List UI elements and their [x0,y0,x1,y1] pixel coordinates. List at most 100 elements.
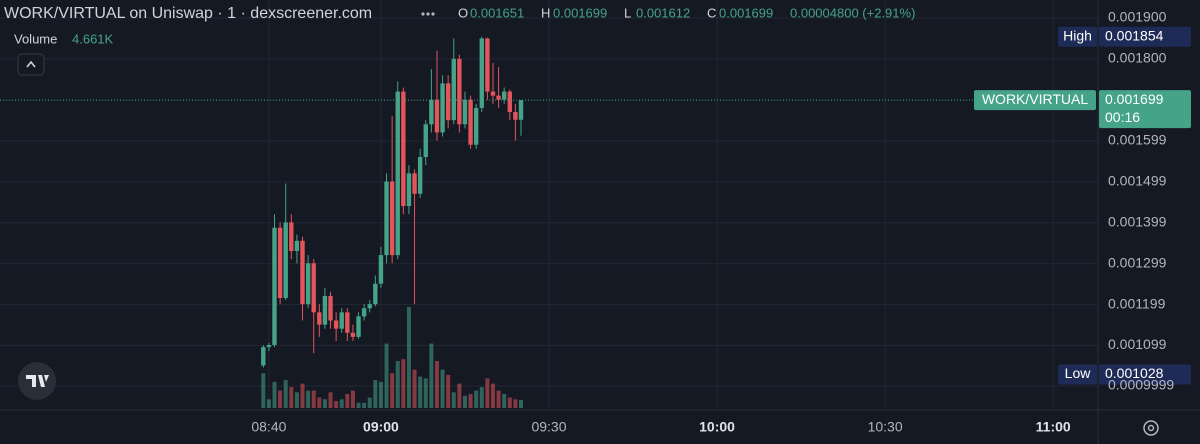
candle-body [328,295,333,321]
volume-bar [462,395,467,408]
candle-body [440,83,445,133]
candle-body [473,107,479,145]
volume-bar [490,383,495,408]
volume-bars [261,306,523,408]
candle-body [395,91,400,256]
candle-body [417,156,423,194]
extreme-name: High [1063,27,1092,43]
volume-bar [300,383,305,408]
candle-body [322,295,328,325]
volume-bar [289,387,294,408]
candle-body [272,227,277,346]
volume-bar [322,399,327,408]
candle-body [283,222,288,299]
ohlc-value: 0.001699 [719,5,773,20]
extreme-name-badge [1058,364,1097,385]
volume-name: Volume [14,31,57,46]
volume-value: 4.661K [72,31,114,46]
change: 0.00004800 (+2.91%) [790,5,915,20]
extreme-name-badge [1058,26,1097,47]
countdown: 00:16 [1105,109,1140,125]
candle-body [305,263,311,305]
collapse-box[interactable] [17,53,45,76]
logo-circle[interactable] [18,362,56,400]
y-tick-label: 0.001399 [1108,214,1167,230]
candle-body [277,227,283,299]
volume-bar [283,380,288,408]
y-tick-label: 0.001800 [1108,50,1167,66]
volume-bar [311,390,316,408]
volume-bar [362,402,367,408]
candle-body [294,240,300,252]
volume-bar [294,392,299,408]
logo[interactable] [18,362,56,400]
volume-bar [423,378,428,408]
ohlc-value: 0.001699 [553,5,607,20]
settings-icon[interactable] [1143,420,1159,436]
chart-title: WORK/VIRTUAL on Uniswap · 1 · dexscreene… [4,5,372,22]
extreme-price-badge [1099,26,1191,47]
volume-bar [440,369,445,408]
candle-body [401,91,406,207]
volume-bar [412,369,417,408]
volume-bar [401,359,406,408]
volume-bar [485,378,490,408]
x-tick-label: 10:00 [699,419,735,435]
x-tick-label: 11:00 [1036,419,1071,435]
candle-body [373,283,378,305]
gear-hub [1147,424,1155,432]
candle-body [412,173,417,194]
logo-mark [26,375,49,387]
volume-bar [367,397,372,408]
gear[interactable] [1143,420,1159,436]
y-tick-label: 0.001599 [1108,132,1167,148]
volume-bar [434,360,439,408]
ohlc-value: 0.001612 [636,5,690,20]
volume-bar [446,374,451,408]
volume-bar [418,376,423,408]
candle-body [462,99,468,125]
y-tick-label: 0.0009999 [1108,377,1174,393]
volume-bar [334,401,339,408]
extreme-price: 0.001028 [1105,365,1164,381]
y-tick-label: 0.001299 [1108,254,1167,270]
volume-bar [496,390,501,408]
extreme-name: Low [1065,365,1092,381]
candle-body [266,345,272,348]
more-icon[interactable] [417,4,439,24]
candle-body [289,222,294,252]
candle-body [367,304,372,309]
extreme-price-badge [1099,364,1191,385]
volume-bar [345,394,350,408]
volume-bar [384,343,389,408]
candle-body [501,91,507,100]
candle-body [507,91,512,113]
volume-bar [266,399,271,408]
candle-body [389,181,395,256]
collapse-button[interactable] [17,53,45,76]
x-tick-label: 10:30 [868,419,903,435]
candle-body [451,58,456,121]
candle-body [490,91,496,96]
candle-body [496,95,501,100]
volume-bar [261,373,266,408]
grid [0,0,1098,408]
volume-bar [406,306,411,408]
candle-body [300,240,305,305]
volume-bar [479,387,484,408]
x-tick-label: 09:30 [531,419,566,435]
volume-bar [373,380,378,408]
volume-bar [328,392,333,408]
candle-body [518,100,524,120]
y-tick-label: 0.001499 [1108,173,1167,189]
volume-bar [350,390,355,408]
volume-bar [356,402,361,408]
x-tick-label: 08:40 [251,419,286,435]
volume-bar [502,394,507,408]
volume-bar [278,390,283,408]
volume-bar [468,394,473,408]
x-tick-label: 09:00 [363,419,399,435]
candle-body [423,124,428,157]
extreme-price: 0.001854 [1105,27,1164,43]
candle-body [384,181,389,256]
